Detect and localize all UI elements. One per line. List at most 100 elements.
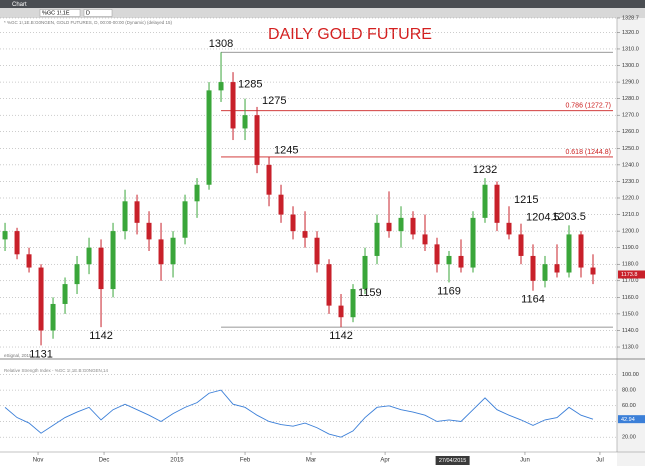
x-tick-label: Jun <box>520 458 530 464</box>
x-tick-label: Apr <box>380 458 389 464</box>
candle-body <box>326 264 332 306</box>
candle-body <box>26 254 32 268</box>
y-tick-label: 1260.0 <box>622 129 639 135</box>
rsi-tick-label: 60.00 <box>622 403 636 409</box>
candle-body <box>434 244 440 265</box>
rsi-line <box>4 389 594 438</box>
candle-body <box>74 264 80 285</box>
chart-header: * %GC 1!,1E.B:G0NGEN, GOLD FUTURES, D, 0… <box>4 20 173 25</box>
candle-body <box>242 115 248 129</box>
candle-body <box>398 217 404 232</box>
y-tick-label: 1250.0 <box>622 146 639 152</box>
annotation: 1275 <box>262 95 286 107</box>
annotation: 1285 <box>238 78 262 90</box>
candle-body <box>2 231 8 240</box>
y-tick-label: 1240.0 <box>622 162 639 168</box>
candle-body <box>230 82 236 129</box>
candle-body <box>506 222 512 235</box>
candle-body <box>158 239 164 265</box>
annotation: 1131 <box>29 348 53 360</box>
candle-body <box>38 267 44 331</box>
interval: D <box>86 11 90 17</box>
annotation: 1245 <box>274 145 298 157</box>
y-tick-label: 1320.0 <box>622 30 639 36</box>
y-tick-label: 1230.0 <box>622 179 639 185</box>
candle-body <box>170 237 176 265</box>
y-tick-label: 1200.0 <box>622 229 639 235</box>
candle-body <box>350 289 356 318</box>
y-tick-label: 1220.0 <box>622 195 639 201</box>
fib-label: 0.618 (1244.8) <box>565 149 611 156</box>
symbol: %GC 1!,1E <box>42 11 70 17</box>
candle-body <box>194 184 200 202</box>
candle-body <box>470 217 476 268</box>
fib-label: 0.786 (1272.7) <box>565 103 611 110</box>
annotation: 1232 <box>473 164 497 176</box>
watermark: eSignal, 2015 <box>4 353 32 358</box>
y-tick-label: 1160.0 <box>622 295 638 301</box>
y-tick-label: 1170.0 <box>622 278 638 284</box>
y-tick-label: 1140.0 <box>622 328 638 334</box>
candle-body <box>386 222 392 232</box>
candle-body <box>290 214 296 232</box>
candle-body <box>410 217 416 235</box>
annotation: 1159 <box>358 287 382 299</box>
candle-body <box>458 255 464 268</box>
candle-body <box>254 115 260 165</box>
candle-body <box>110 231 116 290</box>
annotation: 1164 <box>521 294 545 306</box>
candle-body <box>146 222 152 240</box>
annotation: 1142 <box>329 330 353 342</box>
candle-body <box>98 247 104 290</box>
candle-body <box>86 247 92 265</box>
candle-body <box>338 305 344 318</box>
candle-body <box>590 267 596 275</box>
x-tick-label: Mar <box>306 458 316 464</box>
price-badge-label: 1173.8 <box>621 272 637 278</box>
x-tick-label: Dec <box>99 458 110 464</box>
candle-body <box>530 255 536 281</box>
candle-body <box>266 164 272 195</box>
rsi-tick-label: 20.00 <box>622 435 636 441</box>
x-tick-label: Jul <box>596 458 604 464</box>
candle-body <box>218 82 224 91</box>
candle-body <box>122 201 128 232</box>
candle-body <box>554 264 560 273</box>
candle-body <box>50 303 56 331</box>
candle-body <box>278 194 284 215</box>
rsi-badge <box>618 415 645 424</box>
y-tick-label: 1280.0 <box>622 96 639 102</box>
x-tick-label: Nov <box>33 458 44 464</box>
candle-body <box>578 234 584 268</box>
candle-body <box>14 231 20 255</box>
y-tick-label: 1310.0 <box>622 46 639 52</box>
candle-body <box>182 201 188 238</box>
candle-body <box>314 237 320 265</box>
window-title: Chart <box>12 2 27 8</box>
y-tick-label: 1300.0 <box>622 63 639 69</box>
price-axis <box>617 18 645 466</box>
chart-title: DAILY GOLD FUTURE <box>268 26 432 43</box>
candle-body <box>206 90 212 185</box>
candle-body <box>302 231 308 238</box>
cursor-badge <box>435 456 470 465</box>
x-tick-label: Feb <box>240 458 251 464</box>
candle-body <box>518 234 524 256</box>
annotation: 1142 <box>89 330 113 342</box>
y-tick-label: 1270.0 <box>622 113 639 119</box>
toolbar <box>0 8 645 18</box>
rsi-tick-label: 80.00 <box>622 388 636 394</box>
candle-body <box>62 284 68 304</box>
candle-body <box>566 234 572 273</box>
interval-input[interactable] <box>83 9 113 17</box>
annotation: 1203.5 <box>552 211 586 223</box>
candle-body <box>422 234 428 245</box>
y-tick-label: 1130.0 <box>622 344 638 350</box>
candle-body <box>374 222 380 256</box>
candle-body <box>482 184 488 218</box>
y-tick-label: 1290.0 <box>622 80 639 86</box>
annotation: 1215 <box>514 194 538 206</box>
symbol-input[interactable] <box>39 9 81 17</box>
